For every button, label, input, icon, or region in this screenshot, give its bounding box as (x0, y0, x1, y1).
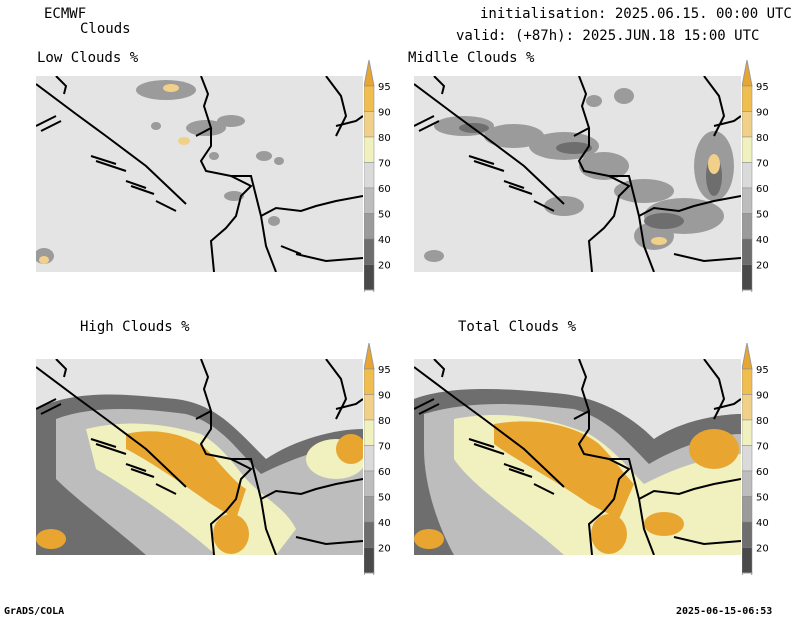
colorbar-high: 95 90 80 70 60 50 40 20 (363, 342, 404, 596)
colorbar-segment (363, 162, 375, 189)
valid-time: valid: (+87h): 2025.JUN.18 15:00 UTC (456, 28, 760, 44)
colorbar-segment (741, 187, 753, 214)
panel-title-total: Total Clouds % (458, 319, 577, 335)
colorbar-label: 95 (378, 365, 391, 376)
colorbar-segment (741, 445, 753, 472)
map-high-clouds (36, 359, 363, 555)
colorbar-label: 50 (378, 493, 391, 504)
colorbar-segment (741, 368, 753, 395)
panel-title-high: High Clouds % (80, 319, 190, 335)
colorbar-segment (363, 496, 375, 523)
colorbar-segment (741, 496, 753, 523)
map-total-clouds (414, 359, 741, 555)
colorbar-label: 40 (756, 235, 769, 246)
colorbar-total: 95 90 80 70 60 50 40 20 (741, 342, 782, 596)
colorbar-label: 50 (756, 493, 769, 504)
colorbar-segment (741, 162, 753, 189)
colorbar-segment (741, 238, 753, 265)
map-middle-clouds (414, 76, 741, 272)
colorbar-segment (741, 111, 753, 138)
colorbar-label: 40 (378, 235, 391, 246)
colorbar-segment (741, 136, 753, 163)
colorbar-segment (363, 264, 375, 291)
colorbar-label: 90 (756, 108, 769, 119)
footer-timestamp: 2025-06-15-06:53 (676, 606, 773, 617)
colorbar-segment (363, 187, 375, 214)
colorbar-label: 50 (378, 210, 391, 221)
colorbar-label: 80 (756, 416, 769, 427)
panel-title-low: Low Clouds % (37, 50, 139, 66)
colorbar-label: 80 (756, 133, 769, 144)
colorbar-segment (363, 238, 375, 265)
colorbar-label: 95 (378, 82, 391, 93)
colorbar-bottom-arrow (363, 572, 375, 596)
colorbar-label: 70 (378, 159, 391, 170)
colorbar-segment (741, 264, 753, 291)
colorbar-label: 20 (378, 261, 391, 272)
panel-title-middle: Midlle Clouds % (408, 50, 535, 66)
colorbar-label: 20 (756, 544, 769, 555)
init-time: initialisation: 2025.06.15. 00:00 UTC (480, 6, 792, 22)
colorbar-segment (363, 85, 375, 112)
colorbar-segment (741, 213, 753, 240)
colorbar-segment (363, 368, 375, 395)
colorbar-label: 80 (378, 133, 391, 144)
colorbar-label: 80 (378, 416, 391, 427)
map-low-clouds (36, 76, 363, 272)
colorbar-segment (363, 136, 375, 163)
colorbar-segment (741, 470, 753, 497)
colorbar-label: 90 (756, 391, 769, 402)
colorbar-label: 70 (378, 442, 391, 453)
colorbar-label: 70 (756, 159, 769, 170)
colorbar-segment (363, 213, 375, 240)
colorbar-label: 60 (378, 467, 391, 478)
colorbar-bottom-arrow (741, 289, 753, 313)
colorbar-segment (741, 521, 753, 548)
colorbar-low: 95 90 80 70 60 50 40 20 (363, 59, 404, 313)
colorbar-label: 60 (378, 184, 391, 195)
colorbar-segment (741, 394, 753, 421)
colorbar-segment (363, 394, 375, 421)
colorbar-bottom-arrow (363, 289, 375, 313)
colorbar-segment (363, 445, 375, 472)
colorbar-segment (741, 547, 753, 574)
colorbar-label: 90 (378, 391, 391, 402)
colorbar-label: 60 (756, 467, 769, 478)
colorbar-top-arrow (741, 342, 753, 370)
colorbar-top-arrow (741, 59, 753, 87)
footer-credit: GrADS/COLA (4, 606, 65, 617)
colorbar-label: 95 (756, 82, 769, 93)
model-name: ECMWF (44, 6, 87, 22)
colorbar-segment (741, 419, 753, 446)
colorbar-top-arrow (363, 342, 375, 370)
colorbar-segment (363, 470, 375, 497)
colorbar-segment (363, 419, 375, 446)
colorbar-label: 40 (756, 518, 769, 529)
colorbar-label: 50 (756, 210, 769, 221)
colorbar-label: 90 (378, 108, 391, 119)
colorbar-label: 70 (756, 442, 769, 453)
colorbar-label: 60 (756, 184, 769, 195)
colorbar-top-arrow (363, 59, 375, 87)
colorbar-segment (363, 111, 375, 138)
colorbar-segment (363, 521, 375, 548)
colorbar-bottom-arrow (741, 572, 753, 596)
colorbar-label: 95 (756, 365, 769, 376)
colorbar-label: 20 (378, 544, 391, 555)
colorbar-label: 40 (378, 518, 391, 529)
product-name: Clouds (80, 21, 131, 37)
colorbar-label: 20 (756, 261, 769, 272)
colorbar-middle: 95 90 80 70 60 50 40 20 (741, 59, 782, 313)
colorbar-segment (741, 85, 753, 112)
colorbar-segment (363, 547, 375, 574)
